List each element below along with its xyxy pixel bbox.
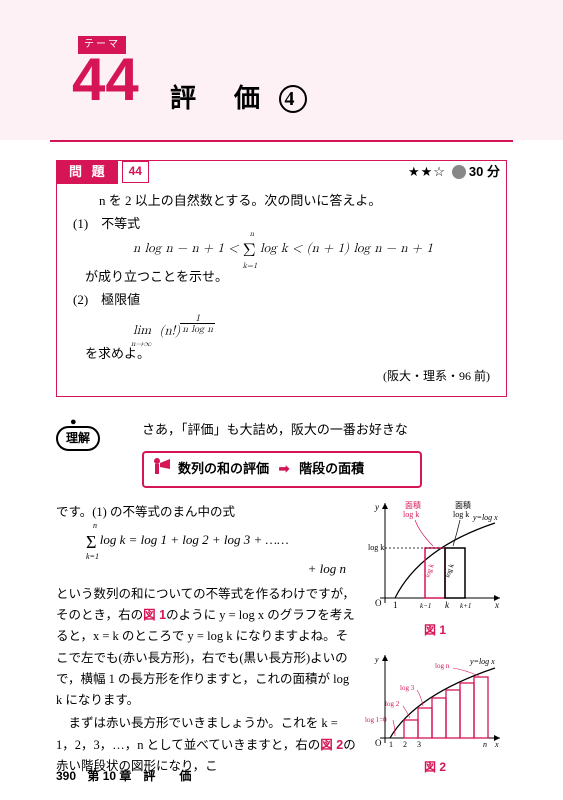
body-p2: という数列の和についての不等式を作るわけですが，そのとき，右の図 1のように y… bbox=[56, 584, 356, 712]
body-text: です。(1) の不等式のまん中の式 n Σ k=1 log k = log 1 … bbox=[56, 500, 356, 779]
time-value: 30 分 bbox=[469, 162, 500, 183]
explanation-block: ● 理解 さあ，「評価」も大詰め，阪大の一番お好きな 数列の和の評価 ➡ 階段の… bbox=[56, 420, 507, 498]
clock-icon bbox=[452, 165, 466, 179]
svg-text:O: O bbox=[375, 738, 382, 748]
problem-number: 44 bbox=[122, 161, 149, 182]
svg-text:k: k bbox=[445, 600, 450, 610]
svg-text:log k: log k bbox=[453, 510, 469, 519]
svg-text:y=log x: y=log x bbox=[469, 657, 495, 666]
megaphone-icon bbox=[150, 455, 172, 489]
time-badge: 30 分 bbox=[452, 162, 500, 183]
problem-source: (阪大・理系・96 前) bbox=[73, 367, 490, 386]
svg-text:面積: 面積 bbox=[455, 500, 471, 510]
svg-text:y=log x: y=log x bbox=[472, 513, 498, 522]
theme-number: 44 bbox=[72, 50, 139, 110]
fig2-ref: 図 2 bbox=[320, 738, 343, 752]
figure-2-label: 図 2 bbox=[365, 758, 505, 777]
problem-meta: ★★☆ 30 分 bbox=[408, 162, 500, 183]
problem-body: n を 2 以上の自然数とする。次の問いに答えよ。 (1) 不等式 n log … bbox=[57, 183, 506, 396]
callout-box: 数列の和の評価 ➡ 階段の面積 bbox=[142, 451, 422, 488]
q1-tail: が成り立つことを示せ。 bbox=[73, 267, 490, 288]
svg-text:x: x bbox=[494, 740, 499, 749]
svg-text:1: 1 bbox=[393, 600, 398, 610]
svg-text:log k: log k bbox=[368, 543, 384, 552]
svg-text:x: x bbox=[494, 600, 499, 610]
equation-2: lim n→∞ (n!)1n log n bbox=[73, 313, 490, 342]
theme-subnumber: 4 bbox=[279, 85, 307, 113]
problem-box: 問 題 44 ★★☆ 30 分 n を 2 以上の自然数とする。次の問いに答えよ… bbox=[56, 160, 507, 397]
problem-intro: n を 2 以上の自然数とする。次の問いに答えよ。 bbox=[73, 191, 490, 212]
figure-1: O 1 k x y log k y=log x 面積 log k 面積 log … bbox=[365, 498, 505, 628]
svg-text:log 3: log 3 bbox=[400, 684, 415, 692]
svg-text:log 2: log 2 bbox=[385, 700, 400, 708]
fig1-ref: 図 1 bbox=[143, 608, 166, 622]
difficulty-stars: ★★☆ bbox=[408, 162, 446, 183]
problem-header: 問 題 44 ★★☆ 30 分 bbox=[57, 161, 506, 183]
divider bbox=[50, 140, 513, 142]
svg-text:log n: log n bbox=[435, 662, 450, 670]
page-footer: 390 第 10 章 評 価 bbox=[56, 767, 191, 786]
svg-text:log 1=0: log 1=0 bbox=[365, 716, 387, 724]
svg-text:O: O bbox=[375, 598, 382, 608]
svg-text:log k: log k bbox=[403, 510, 419, 519]
svg-text:2: 2 bbox=[403, 740, 407, 749]
arrow-icon: ➡ bbox=[279, 461, 290, 476]
figure-2: O 1 2 3 n x y y=log x log 1=0 log 2 log … bbox=[365, 650, 505, 770]
svg-text:1: 1 bbox=[389, 740, 393, 749]
rikai-lead: さあ，「評価」も大詰め，阪大の一番お好きな bbox=[142, 420, 507, 441]
page-number: 390 bbox=[56, 769, 76, 783]
svg-text:面積: 面積 bbox=[405, 500, 421, 510]
q1-label: (1) 不等式 bbox=[73, 214, 490, 235]
callout-b: 階段の面積 bbox=[299, 461, 364, 476]
svg-text:k+1: k+1 bbox=[460, 602, 471, 610]
theme-title-text: 評 価 bbox=[170, 84, 266, 113]
q2-label: (2) 極限値 bbox=[73, 290, 490, 311]
svg-text:k−1: k−1 bbox=[420, 602, 431, 610]
svg-text:n: n bbox=[483, 740, 487, 749]
rikai-tag: 理解 bbox=[56, 426, 100, 451]
equation-1: n log n − n + 1 < n Σ k=1 log k < (n + 1… bbox=[73, 237, 490, 266]
theme-title: 評 価 4 bbox=[170, 78, 307, 120]
svg-text:y: y bbox=[374, 655, 379, 664]
chapter-label: 第 10 章 評 価 bbox=[87, 769, 191, 783]
body-eq: n Σ k=1 log k = log 1 + log 2 + log 3 + … bbox=[56, 527, 356, 580]
svg-text:3: 3 bbox=[417, 740, 421, 749]
figure-1-label: 図 1 bbox=[365, 621, 505, 640]
problem-label: 問 題 bbox=[57, 160, 118, 185]
callout-a: 数列の和の評価 bbox=[178, 461, 269, 476]
body-p1: です。(1) の不等式のまん中の式 bbox=[56, 502, 356, 523]
svg-text:y: y bbox=[374, 502, 379, 512]
